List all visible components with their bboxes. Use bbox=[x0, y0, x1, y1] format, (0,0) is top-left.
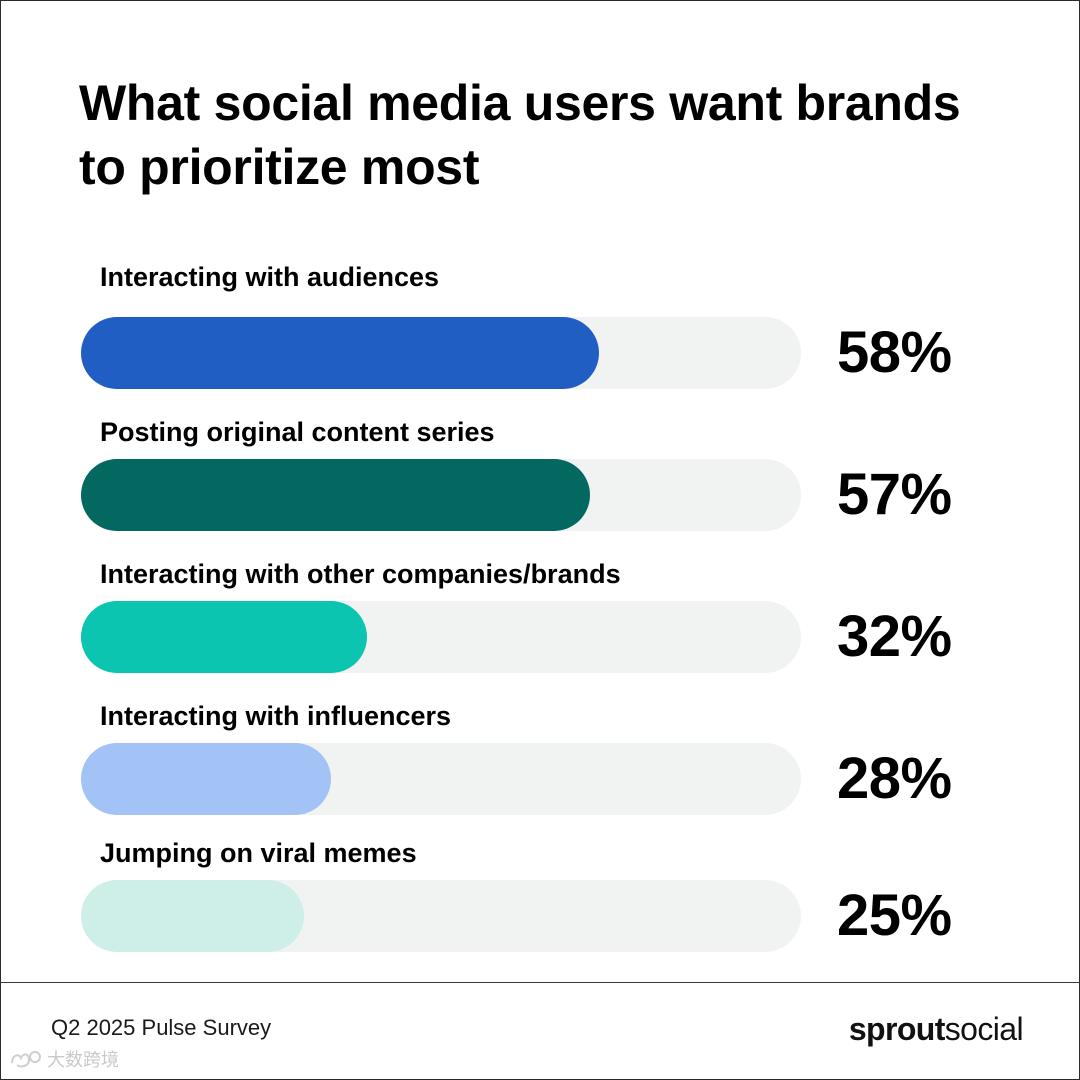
bar bbox=[81, 880, 305, 952]
bar bbox=[81, 743, 331, 815]
bar-value-label: 58% bbox=[837, 320, 952, 385]
bar-value-label: 25% bbox=[837, 883, 952, 948]
survey-source: Q2 2025 Pulse Survey bbox=[51, 1015, 272, 1040]
footer-divider bbox=[1, 982, 1079, 983]
bar-value-label: 28% bbox=[837, 746, 952, 811]
bar-track bbox=[81, 459, 801, 531]
bar bbox=[81, 459, 590, 531]
bar-label: Jumping on viral memes bbox=[100, 838, 417, 868]
logo-sprout: sprout bbox=[848, 1011, 946, 1047]
watermark: 大数跨境 bbox=[9, 1047, 119, 1073]
bar-track bbox=[81, 880, 801, 952]
watermark-logo-icon bbox=[11, 1051, 41, 1068]
bar-label: Posting original content series bbox=[100, 417, 495, 447]
bar-track bbox=[81, 601, 801, 673]
sprout-social-logo: sproutsocial bbox=[848, 1009, 1024, 1049]
bar bbox=[81, 317, 599, 389]
logo-social: social bbox=[944, 1011, 1024, 1047]
bar-track bbox=[81, 743, 801, 815]
chart-title: What social media users want brands to p… bbox=[79, 75, 961, 195]
watermark-text: 大数跨境 bbox=[47, 1050, 119, 1070]
bar-value-label: 32% bbox=[837, 604, 952, 669]
bar-label: Interacting with other companies/brands bbox=[100, 559, 621, 589]
bar-label: Interacting with influencers bbox=[100, 701, 452, 731]
bar bbox=[81, 601, 367, 673]
bar-label: Interacting with audiences bbox=[100, 262, 440, 292]
bar-value-label: 57% bbox=[837, 462, 952, 527]
bar-track bbox=[81, 317, 801, 389]
